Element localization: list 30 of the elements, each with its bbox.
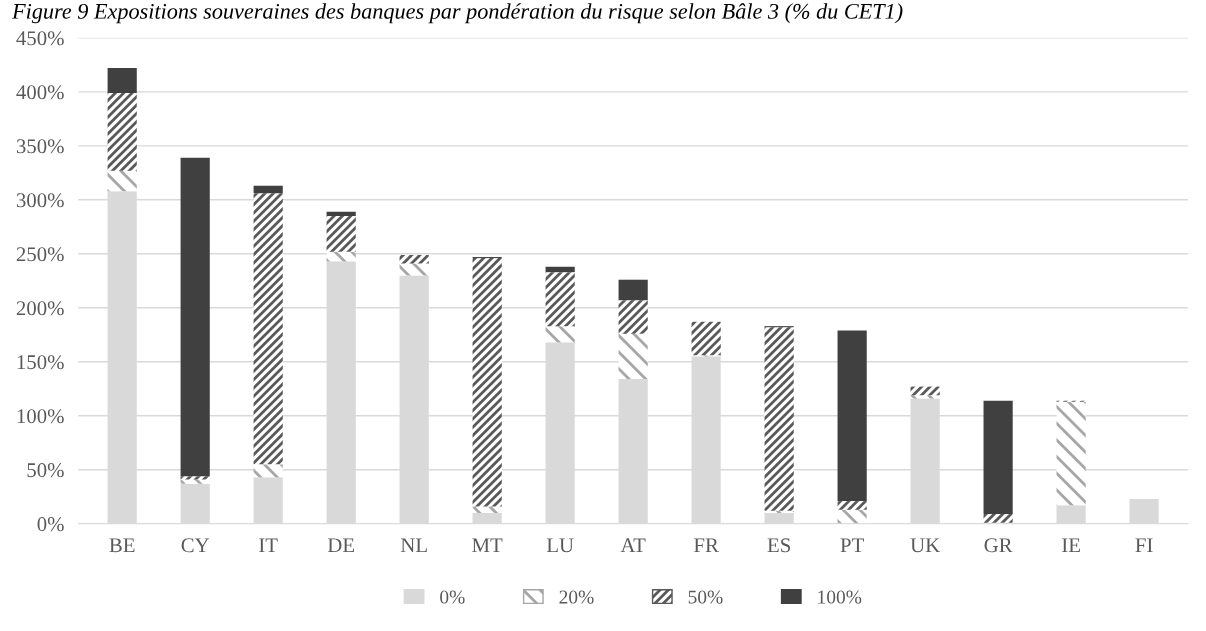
x-tick-label: DE — [327, 538, 355, 553]
y-tick-label: 300% — [16, 193, 64, 208]
y-tick-label: 200% — [16, 301, 64, 316]
y-tick-label: 50% — [27, 463, 64, 478]
x-tick-label: FR — [694, 538, 719, 553]
legend-label: 0% — [440, 590, 465, 604]
x-tick-label: IT — [259, 538, 278, 553]
y-tick-label: 100% — [17, 409, 64, 424]
chart-title: Figure 9 Expositions souveraines des banques par pondération du risque selon Bâle 3 (% du CET1) — [11, 3, 903, 24]
x-tick-label: PT — [840, 538, 864, 553]
x-tick-label: FI — [1135, 538, 1153, 553]
y-tick-label: 0% — [37, 517, 64, 532]
y-tick-label: 250% — [16, 247, 64, 262]
x-tick-label: UK — [910, 538, 940, 553]
legend-label: 20% — [559, 590, 594, 604]
x-tick-label: IE — [1062, 538, 1080, 553]
x-tick-label: BE — [109, 538, 135, 553]
y-tick-label: 150% — [17, 355, 64, 370]
x-tick-label: LU — [546, 538, 574, 553]
x-tick-label: MT — [472, 538, 503, 553]
x-tick-label: AT — [620, 538, 646, 553]
x-tick-label: ES — [767, 538, 791, 553]
y-tick-label: 350% — [16, 139, 64, 154]
legend-label: 100% — [818, 590, 862, 604]
y-tick-label: 400% — [16, 85, 64, 100]
y-tick-label: 450% — [16, 31, 64, 46]
x-tick-label: GR — [984, 538, 1013, 553]
x-tick-label: NL — [400, 538, 427, 553]
legend-label: 50% — [688, 590, 723, 604]
x-tick-label: CY — [181, 538, 210, 553]
